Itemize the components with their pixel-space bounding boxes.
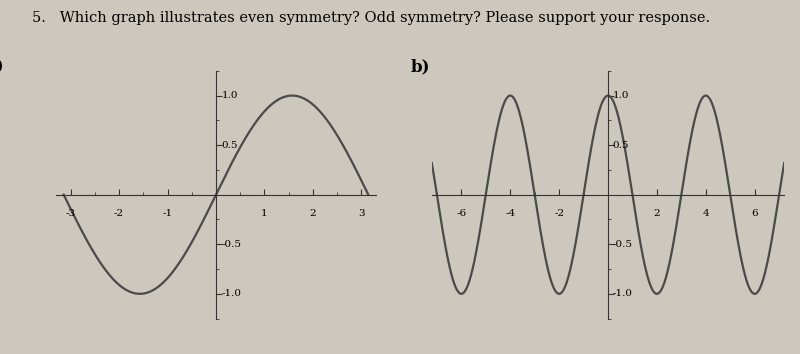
Text: -2: -2: [114, 209, 124, 218]
Text: 2: 2: [654, 209, 660, 218]
Text: 0.5: 0.5: [222, 141, 238, 150]
Text: 4: 4: [702, 209, 709, 218]
Text: -0.5: -0.5: [613, 240, 633, 249]
Text: 1: 1: [261, 209, 268, 218]
Text: -4: -4: [505, 209, 515, 218]
Text: b): b): [411, 58, 430, 75]
Text: -6: -6: [456, 209, 466, 218]
Text: 5.   Which graph illustrates even symmetry? Odd symmetry? Please support your re: 5. Which graph illustrates even symmetry…: [32, 11, 710, 25]
Text: -0.5: -0.5: [222, 240, 242, 249]
Text: -1.0: -1.0: [222, 289, 242, 298]
Text: 1.0: 1.0: [222, 91, 238, 100]
Text: 3: 3: [358, 209, 365, 218]
Text: 0.5: 0.5: [613, 141, 630, 150]
Text: -3: -3: [66, 209, 76, 218]
Text: a): a): [0, 58, 4, 75]
Text: -1.0: -1.0: [613, 289, 633, 298]
Text: -1: -1: [162, 209, 173, 218]
Text: -2: -2: [554, 209, 564, 218]
Text: 2: 2: [310, 209, 316, 218]
Text: 6: 6: [751, 209, 758, 218]
Text: 1.0: 1.0: [613, 91, 630, 100]
